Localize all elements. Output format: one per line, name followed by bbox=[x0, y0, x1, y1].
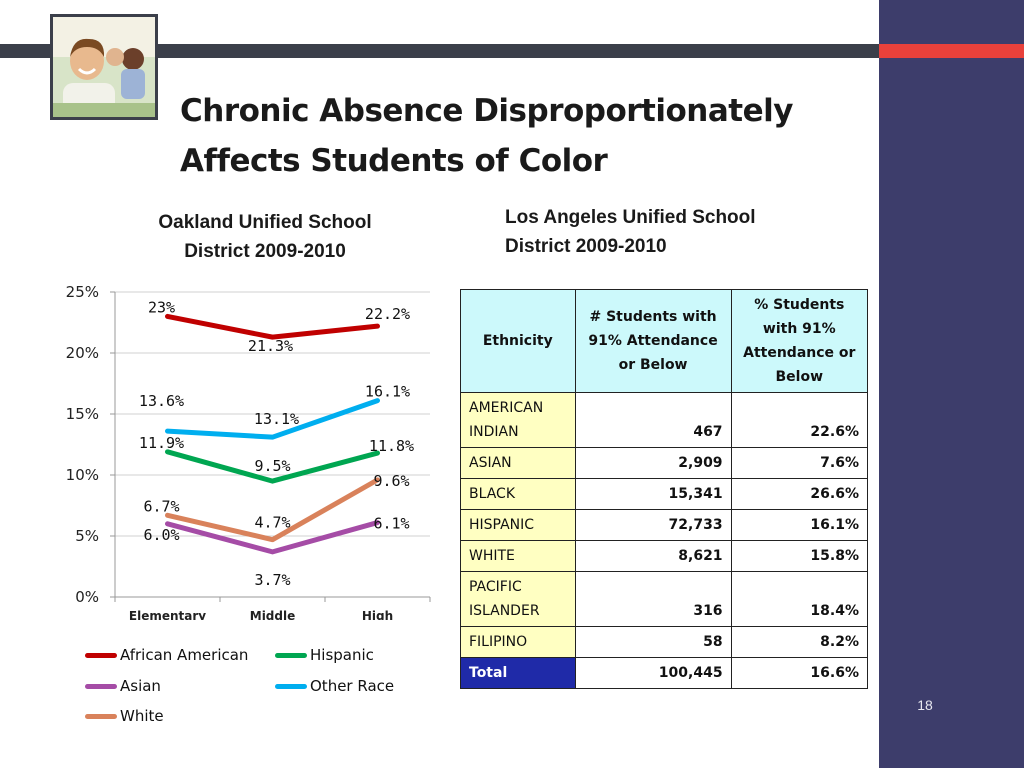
series-line-hispanic bbox=[165, 449, 380, 484]
cell-ethnicity: FILIPINO bbox=[460, 626, 576, 658]
table-row: WHITE 8,621 15.8% bbox=[460, 540, 869, 572]
data-label-african-american: 23% bbox=[148, 298, 175, 316]
x-category-label: High bbox=[362, 609, 393, 620]
legend-swatch bbox=[275, 683, 307, 689]
legend-item-hispanic: Hispanic bbox=[275, 645, 374, 665]
la-attendance-table: Ethnicity # Students with 91% Attendance… bbox=[460, 289, 869, 689]
data-label-other-race: 13.1% bbox=[254, 410, 299, 428]
y-tick-label: 15% bbox=[66, 405, 99, 423]
side-panel bbox=[879, 0, 1024, 768]
legend-item-african-american: African American bbox=[85, 645, 248, 665]
data-label-asian: 6.0% bbox=[143, 526, 179, 544]
title-line-1: Chronic Absence Disproportionately bbox=[180, 93, 793, 129]
cell-ethnicity: BLACK bbox=[460, 478, 576, 510]
cell-count: 72,733 bbox=[574, 509, 732, 541]
table-total-row: Total 100,445 16.6% bbox=[460, 657, 869, 689]
legend-label: White bbox=[120, 707, 164, 725]
x-category-label: Middle bbox=[250, 609, 296, 620]
cell-count: 316 bbox=[574, 571, 732, 627]
legend-label: Asian bbox=[120, 677, 161, 695]
attendance-line-chart: 0% 5% 10% 15% 20% 25% Elementary Middle High 23% 2… bbox=[66, 283, 431, 620]
total-percent: 16.6% bbox=[730, 657, 869, 689]
total-label: Total bbox=[460, 657, 576, 689]
header-band bbox=[0, 44, 879, 58]
oakland-subtitle-line-2: District 2009-2010 bbox=[184, 241, 346, 262]
legend-swatch bbox=[85, 713, 117, 719]
data-label-white: 4.7% bbox=[254, 514, 290, 532]
table-row: PACIFIC ISLANDER 316 18.4% bbox=[460, 571, 869, 627]
cell-ethnicity: HISPANIC bbox=[460, 509, 576, 541]
legend-label: Hispanic bbox=[310, 646, 374, 664]
table-row: AMERICAN INDIAN 467 22.6% bbox=[460, 392, 869, 448]
cell-percent: 22.6% bbox=[730, 392, 869, 448]
la-subtitle: Los Angeles Unified School District 2009… bbox=[505, 203, 845, 261]
data-label-other-race: 16.1% bbox=[365, 383, 410, 401]
table-row: HISPANIC 72,733 16.1% bbox=[460, 509, 869, 541]
header-ethnicity: Ethnicity bbox=[460, 289, 576, 393]
y-tick-label: 25% bbox=[66, 283, 99, 301]
total-count: 100,445 bbox=[574, 657, 732, 689]
data-label-white: 9.6% bbox=[373, 472, 409, 490]
la-subtitle-line-2: District 2009-2010 bbox=[505, 236, 667, 257]
student-photo bbox=[50, 14, 158, 120]
cell-ethnicity: PACIFIC ISLANDER bbox=[460, 571, 576, 627]
cell-count: 15,341 bbox=[574, 478, 732, 510]
table-body: AMERICAN INDIAN 467 22.6% ASIAN 2,909 7.… bbox=[460, 392, 869, 689]
table-row: BLACK 15,341 26.6% bbox=[460, 478, 869, 510]
cell-percent: 18.4% bbox=[730, 571, 869, 627]
table-row: FILIPINO 58 8.2% bbox=[460, 626, 869, 658]
legend-item-other-race: Other Race bbox=[275, 676, 394, 696]
cell-count: 467 bbox=[574, 392, 732, 448]
cell-percent: 26.6% bbox=[730, 478, 869, 510]
data-label-white: 6.7% bbox=[143, 497, 179, 515]
cell-percent: 16.1% bbox=[730, 509, 869, 541]
legend-swatch bbox=[85, 683, 117, 689]
accent-band bbox=[879, 44, 1024, 58]
table-header-row: Ethnicity # Students with 91% Attendance… bbox=[460, 289, 869, 393]
legend-swatch bbox=[85, 652, 117, 658]
x-category-label: Elementary bbox=[129, 609, 206, 620]
cell-ethnicity: AMERICAN INDIAN bbox=[460, 392, 576, 448]
slide-title: Chronic Absence Disproportionately Affec… bbox=[180, 86, 870, 186]
cell-ethnicity: ASIAN bbox=[460, 447, 576, 479]
data-label-hispanic: 11.8% bbox=[369, 437, 414, 455]
page-number: 18 bbox=[917, 697, 933, 713]
data-label-asian: 6.1% bbox=[373, 515, 409, 533]
cell-count: 8,621 bbox=[574, 540, 732, 572]
cell-count: 2,909 bbox=[574, 447, 732, 479]
cell-percent: 8.2% bbox=[730, 626, 869, 658]
series-line-white bbox=[165, 477, 380, 543]
data-label-asian: 3.7% bbox=[254, 571, 290, 589]
table-row: ASIAN 2,909 7.6% bbox=[460, 447, 869, 479]
legend-swatch bbox=[275, 652, 307, 658]
series-line-african-american bbox=[165, 313, 380, 340]
y-tick-label: 0% bbox=[75, 588, 99, 606]
data-label-hispanic: 9.5% bbox=[254, 457, 290, 475]
data-label-other-race: 13.6% bbox=[139, 392, 184, 410]
oakland-subtitle: Oakland Unified School District 2009-201… bbox=[110, 208, 420, 266]
header-count: # Students with 91% Attendance or Below bbox=[574, 289, 732, 393]
y-tick-label: 20% bbox=[66, 344, 99, 362]
la-subtitle-line-1: Los Angeles Unified School bbox=[505, 207, 756, 228]
series-line-other-race bbox=[165, 398, 380, 440]
cell-percent: 15.8% bbox=[730, 540, 869, 572]
legend-item-white: White bbox=[85, 706, 164, 726]
series-line-asian bbox=[165, 520, 380, 555]
cell-percent: 7.6% bbox=[730, 447, 869, 479]
student-photo-image bbox=[53, 17, 155, 117]
y-tick-label: 10% bbox=[66, 466, 99, 484]
legend-label: African American bbox=[120, 646, 249, 664]
legend-item-asian: Asian bbox=[85, 676, 161, 696]
cell-count: 58 bbox=[574, 626, 732, 658]
cell-ethnicity: WHITE bbox=[460, 540, 576, 572]
data-label-hispanic: 11.9% bbox=[139, 434, 184, 452]
header-percent: % Students with 91% Attendance or Below bbox=[730, 289, 869, 393]
legend-label: Other Race bbox=[310, 677, 395, 695]
data-label-african-american: 21.3% bbox=[248, 337, 293, 355]
title-line-2: Affects Students of Color bbox=[180, 143, 608, 179]
data-label-african-american: 22.2% bbox=[365, 305, 410, 323]
y-tick-label: 5% bbox=[75, 527, 99, 545]
oakland-subtitle-line-1: Oakland Unified School bbox=[158, 212, 372, 233]
